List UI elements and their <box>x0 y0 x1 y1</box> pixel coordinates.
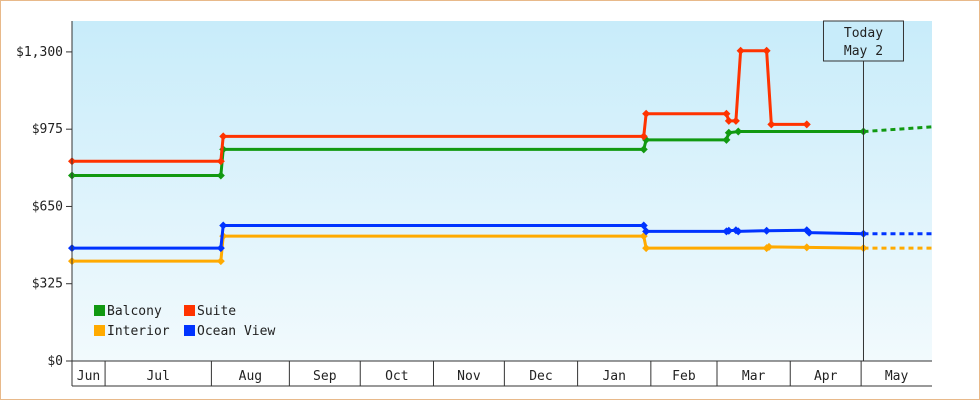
series-balcony <box>68 125 933 180</box>
series-interior-point-7[interactable] <box>802 243 811 252</box>
series-suite-line <box>72 49 807 163</box>
series-balcony-point-1[interactable] <box>216 171 225 180</box>
series-suite-point-7[interactable] <box>731 116 740 125</box>
series-interior-point-6[interactable] <box>764 242 773 251</box>
month-label-apr: Apr <box>814 369 838 384</box>
series-ocean-view-point-1[interactable] <box>216 244 225 253</box>
month-label-may: May <box>885 369 909 384</box>
series-suite-point-11[interactable] <box>802 120 811 129</box>
legend-swatch-ocean-view <box>184 325 195 336</box>
legend-swatch-suite <box>184 305 195 316</box>
legend-item-suite[interactable]: Suite <box>184 304 236 319</box>
y-tick-label-2: $650 <box>32 199 63 214</box>
series-suite-point-1[interactable] <box>216 157 225 166</box>
series-ocean-view <box>68 221 932 253</box>
series-ocean-view-point-11[interactable] <box>805 228 814 237</box>
month-label-jan: Jan <box>602 369 625 384</box>
series-interior-point-1[interactable] <box>216 257 225 266</box>
today-label-line1: Today <box>844 26 883 41</box>
series-suite-point-3[interactable] <box>639 132 648 141</box>
series-suite-point-4[interactable] <box>642 109 651 118</box>
series-ocean-view-point-9[interactable] <box>762 226 771 235</box>
legend-item-interior[interactable]: Interior <box>94 324 170 339</box>
legend-swatch-balcony <box>94 305 105 316</box>
today-box <box>822 20 904 62</box>
series-ocean-view-point-8[interactable] <box>734 227 743 236</box>
series-balcony-point-7[interactable] <box>734 127 743 136</box>
series-suite-point-2[interactable] <box>219 132 228 141</box>
axes-layer: $0 $325 $650 $975 $1,300 Jun Jul Aug Sep Oct Nov De… <box>16 21 932 387</box>
series-ocean-view-point-2[interactable] <box>219 221 228 230</box>
series-ocean-view-point-4[interactable] <box>642 227 651 236</box>
month-label-dec: Dec <box>529 369 552 384</box>
plot-area <box>72 21 932 361</box>
today-label-line2: May 2 <box>844 44 883 59</box>
legend-item-ocean-view[interactable]: Ocean View <box>184 324 275 339</box>
series-suite-point-10[interactable] <box>767 120 776 129</box>
series-suite-point-9[interactable] <box>762 46 771 55</box>
series-interior-point-4[interactable] <box>642 244 651 253</box>
legend-label-suite: Suite <box>197 304 236 319</box>
series-ocean-view-point-6[interactable] <box>724 226 733 235</box>
series-suite-point-6[interactable] <box>724 116 733 125</box>
legend-item-balcony[interactable]: Balcony <box>94 304 162 319</box>
month-label-sep: Sep <box>313 369 337 384</box>
month-label-mar: Mar <box>742 369 766 384</box>
series-suite-point-5[interactable] <box>722 109 731 118</box>
y-tick-label-4: $1,300 <box>16 45 63 60</box>
legend-label-balcony: Balcony <box>107 304 162 319</box>
month-label-jun: Jun <box>77 369 100 384</box>
y-tick-label-0: $0 <box>47 354 63 369</box>
legend-label-interior: Interior <box>107 324 170 339</box>
series-layer <box>68 46 933 266</box>
month-label-aug: Aug <box>239 369 262 384</box>
legend-label-ocean-view: Ocean View <box>197 324 275 339</box>
y-tick-label-3: $975 <box>32 122 63 137</box>
series-balcony-point-3[interactable] <box>639 145 648 154</box>
month-label-jul: Jul <box>146 369 169 384</box>
series-balcony-point-5[interactable] <box>722 135 731 144</box>
series-ocean-view-point-3[interactable] <box>639 221 648 230</box>
series-suite <box>68 46 811 166</box>
series-suite-point-8[interactable] <box>736 46 745 55</box>
month-label-feb: Feb <box>672 369 696 384</box>
legend: Balcony Suite Interior Ocean View <box>94 304 275 339</box>
series-balcony-projection <box>863 125 933 134</box>
month-label-nov: Nov <box>457 369 481 384</box>
series-balcony-point-6[interactable] <box>724 128 733 137</box>
legend-swatch-interior <box>94 325 105 336</box>
month-label-oct: Oct <box>385 369 408 384</box>
today-marker: Today May 2 <box>822 20 904 361</box>
y-tick-label-1: $325 <box>32 277 63 292</box>
